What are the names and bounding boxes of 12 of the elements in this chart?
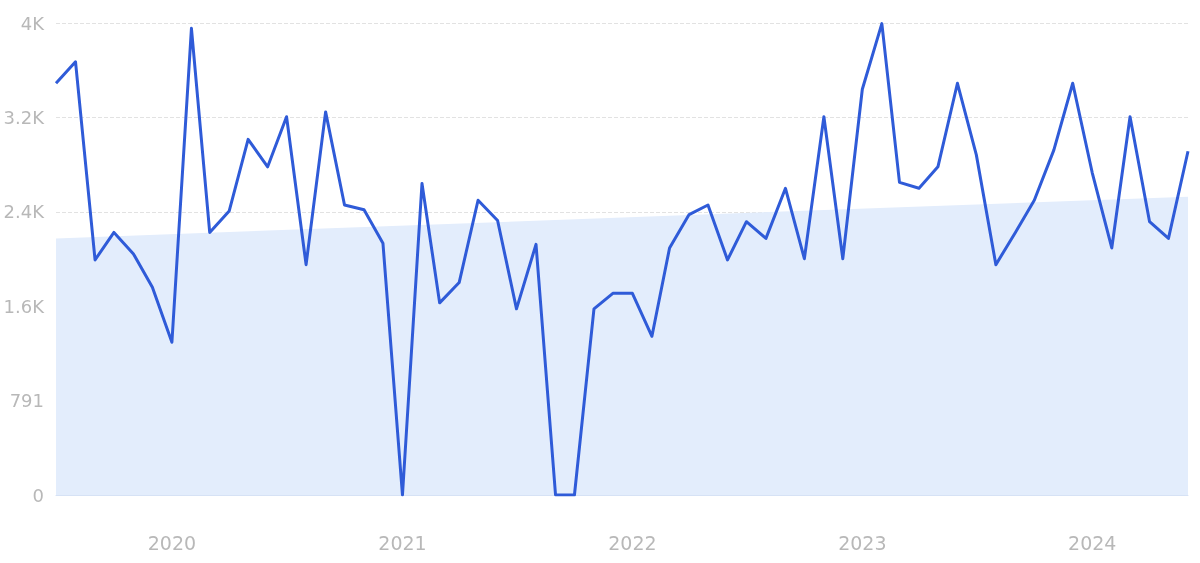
x-tick-label: 2021 <box>378 531 427 554</box>
x-tick-label: 2023 <box>838 531 887 554</box>
y-tick-label: 1.6K <box>3 295 46 317</box>
y-tick-label: 3.2K <box>3 106 46 128</box>
y-tick-label: 791 <box>9 390 44 412</box>
x-tick-label: 2022 <box>608 531 657 554</box>
y-tick-label: 4K <box>20 12 46 34</box>
y-tick-label: 2.4K <box>3 201 46 223</box>
line-series <box>54 22 1190 497</box>
x-tick-label: 2024 <box>1068 531 1117 554</box>
y-tick-label: 0 <box>32 484 44 506</box>
x-tick-label: 2020 <box>147 531 197 554</box>
